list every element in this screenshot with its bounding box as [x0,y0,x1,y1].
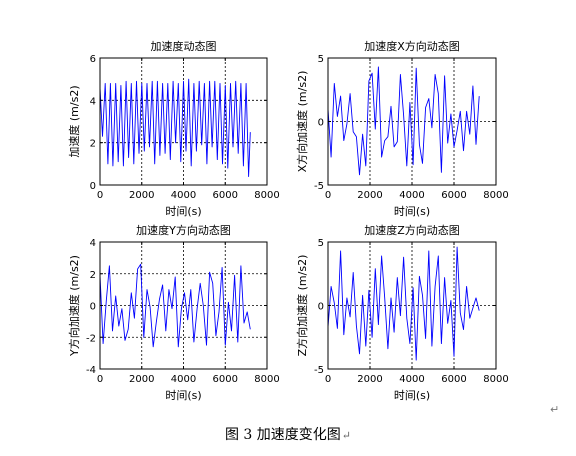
y-tick-label: 0 [318,302,324,313]
x-tick-label: 2000 [357,190,382,201]
x-tick-label: 0 [97,190,103,201]
series-line-1 [327,246,480,361]
x-tick-label: 6000 [213,374,238,385]
y-tick-label: 4 [90,96,96,107]
y-tick-label: 2 [90,139,96,150]
y-tick-label: 0 [90,302,96,313]
y-axis-label: Y方向加速度 (m/s2) [67,255,81,357]
figure-caption-text: 图 3 加速度变化图 [224,427,341,443]
x-tick-label: 4000 [171,374,196,385]
x-tick-label: 6000 [213,190,238,201]
y-tick-label: 0 [318,118,324,129]
y-tick-label: -4 [86,365,96,376]
y-axis-label: 加速度 (m/s2) [67,85,81,157]
paragraph-mark-trailing: ↵ [550,403,560,416]
y-tick-label: 0 [90,181,96,192]
x-tick-label: 0 [325,374,331,385]
y-tick-label: -5 [314,365,324,376]
figure-caption: 图 3 加速度变化图↵ [0,424,576,444]
x-tick-label: 6000 [441,374,466,385]
y-tick-label: -2 [86,333,96,344]
y-tick-label: 4 [90,238,96,249]
x-axis-label: 时间(s) [165,205,201,218]
x-axis-label: 时间(s) [165,389,201,402]
x-tick-label: 2000 [129,190,154,201]
y-tick-label: 5 [318,238,324,249]
x-tick-label: 4000 [171,190,196,201]
x-tick-label: 8000 [254,374,279,385]
y-axis-label: Z方向加速度 (m/s2) [295,255,309,357]
x-tick-label: 0 [325,190,331,201]
chart-title: 加速度动态图 [151,39,217,53]
chart-title: 加速度Z方向动态图 [364,223,460,237]
subplot-2: 0 2000 4000 6000 8000-505加速度X方向动态图时间(s)X方向加速… [295,39,509,218]
y-axis-label: X方向加速度 (m/s2) [295,71,309,173]
subplot-4: 0 2000 4000 6000 8000-505加速度Z方向动态图时间(s)Z方向加速… [295,223,509,402]
x-tick-label: 2000 [129,374,154,385]
x-tick-label: 0 [97,374,103,385]
series-line-1 [99,78,251,177]
x-tick-label: 8000 [483,374,508,385]
y-tick-label: 2 [90,270,96,281]
x-tick-label: 6000 [441,190,466,201]
x-tick-label: 4000 [399,374,424,385]
x-axis-label: 时间(s) [394,389,430,402]
x-tick-label: 8000 [254,190,279,201]
chart-title: 加速度X方向动态图 [364,39,460,53]
x-axis-label: 时间(s) [394,205,430,218]
x-tick-label: 4000 [399,190,424,201]
series-line-1 [327,66,480,176]
y-tick-label: 5 [318,54,324,65]
y-tick-label: -5 [314,181,324,192]
x-tick-label: 2000 [357,374,382,385]
y-tick-label: 6 [90,54,96,65]
paragraph-mark: ↵ [341,429,352,442]
chart-title: 加速度Y方向动态图 [136,223,231,237]
series-line-1 [99,263,251,348]
x-tick-label: 8000 [483,190,508,201]
